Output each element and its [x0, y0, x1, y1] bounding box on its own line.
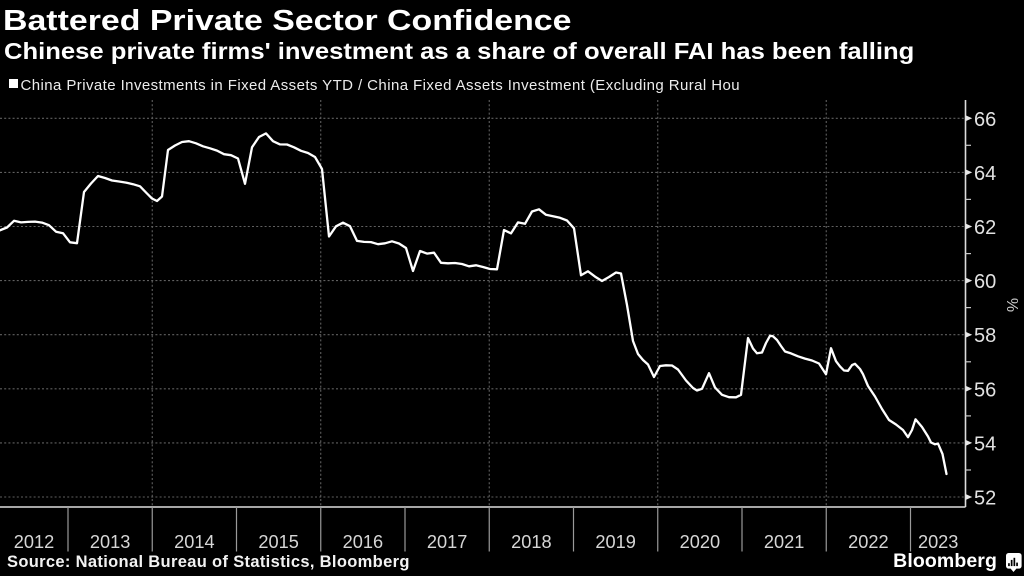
svg-text:64: 64 [974, 163, 996, 185]
svg-text:2012: 2012 [14, 532, 54, 552]
svg-text:2021: 2021 [764, 532, 804, 552]
svg-text:56: 56 [974, 379, 996, 401]
svg-text:2019: 2019 [595, 532, 635, 552]
svg-text:2020: 2020 [680, 532, 720, 552]
svg-text:2014: 2014 [174, 532, 214, 552]
svg-text:58: 58 [974, 325, 996, 347]
svg-text:2023: 2023 [918, 532, 958, 552]
svg-text:2016: 2016 [343, 532, 383, 552]
svg-text:52: 52 [974, 488, 996, 510]
svg-text:62: 62 [974, 217, 996, 239]
svg-text:66: 66 [974, 109, 996, 131]
svg-text:%: % [1003, 298, 1020, 312]
svg-text:2018: 2018 [511, 532, 551, 552]
svg-text:60: 60 [974, 271, 996, 293]
svg-text:2017: 2017 [427, 532, 467, 552]
svg-text:2013: 2013 [90, 532, 130, 552]
svg-text:54: 54 [974, 433, 996, 455]
svg-text:2022: 2022 [848, 532, 888, 552]
svg-text:2015: 2015 [258, 532, 298, 552]
